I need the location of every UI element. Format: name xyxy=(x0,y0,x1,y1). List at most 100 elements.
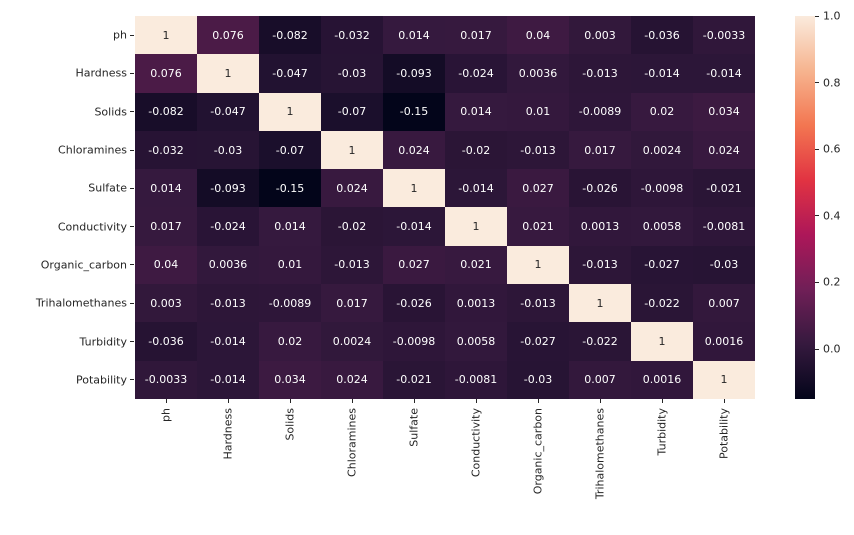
heatmap-cell-Sulfate-ph: 0.014 xyxy=(135,169,197,208)
x-tick-label-Chloramines: Chloramines xyxy=(345,408,359,477)
heatmap-cell-Conductivity-Potability: -0.0081 xyxy=(693,207,755,246)
heatmap-cell-Sulfate-Potability: -0.021 xyxy=(693,169,755,208)
y-tick-mark xyxy=(130,111,134,113)
heatmap-cell-Sulfate-Turbidity: -0.0098 xyxy=(631,169,693,208)
heatmap-cell-Turbidity-Chloramines: 0.0024 xyxy=(321,322,383,361)
heatmap-cell-Hardness-Turbidity: -0.014 xyxy=(631,54,693,93)
heatmap-cell-Potability-Trihalomethanes: 0.007 xyxy=(569,360,631,399)
colorbar-tick-label-0.6: 0.6 xyxy=(823,142,841,156)
heatmap-cell-Conductivity-Chloramines: -0.02 xyxy=(321,207,383,246)
x-tick-mark xyxy=(599,399,601,403)
heatmap-cell-Turbidity-Potability: 0.0016 xyxy=(693,322,755,361)
colorbar-tick-mark xyxy=(815,348,819,350)
heatmap-cell-Sulfate-Trihalomethanes: -0.026 xyxy=(569,169,631,208)
y-tick-mark xyxy=(130,149,134,151)
y-tick-label-Potability: Potability xyxy=(76,373,127,387)
heatmap-cell-Chloramines-Trihalomethanes: 0.017 xyxy=(569,130,631,170)
heatmap-cell-Hardness-Organic_carbon: 0.0036 xyxy=(507,54,569,93)
heatmap-cell-Potability-Hardness: -0.014 xyxy=(197,360,259,399)
x-tick-label-Trihalomethanes: Trihalomethanes xyxy=(593,408,607,500)
heatmap-cell-Conductivity-Conductivity: 1 xyxy=(445,207,507,246)
heatmap-cell-Conductivity-Trihalomethanes: 0.0013 xyxy=(569,207,631,246)
heatmap-cell-Hardness-Conductivity: -0.024 xyxy=(445,54,507,93)
heatmap-cell-Organic_carbon-Potability: -0.03 xyxy=(693,245,755,285)
x-tick-mark xyxy=(351,399,353,403)
x-tick-label-Potability: Potability xyxy=(717,408,731,459)
y-tick-label-Organic_carbon: Organic_carbon xyxy=(40,258,127,272)
x-tick-label-Turbidity: Turbidity xyxy=(655,408,669,456)
heatmap-cell-Trihalomethanes-Chloramines: 0.017 xyxy=(321,284,383,323)
y-tick-mark xyxy=(130,34,134,36)
y-tick-mark xyxy=(130,264,134,266)
heatmap-cell-ph-Chloramines: -0.032 xyxy=(321,16,383,55)
heatmap-cell-Trihalomethanes-Potability: 0.007 xyxy=(693,284,755,323)
heatmap-cell-Potability-ph: -0.0033 xyxy=(135,360,197,399)
colorbar-tick-label-0.2: 0.2 xyxy=(823,275,841,289)
heatmap-cell-Solids-Sulfate: -0.15 xyxy=(383,92,445,131)
heatmap-cell-Potability-Chloramines: 0.024 xyxy=(321,360,383,399)
x-tick-mark xyxy=(165,399,167,403)
colorbar-tick-mark xyxy=(815,148,819,150)
heatmap-cell-Turbidity-Conductivity: 0.0058 xyxy=(445,322,507,361)
heatmap-cell-Hardness-Chloramines: -0.03 xyxy=(321,54,383,93)
heatmap-cell-Potability-Potability: 1 xyxy=(693,360,755,399)
y-tick-mark xyxy=(130,379,134,381)
heatmap-cell-Solids-Trihalomethanes: -0.0089 xyxy=(569,92,631,131)
heatmap-cell-Organic_carbon-Conductivity: 0.021 xyxy=(445,245,507,285)
heatmap-cell-Solids-Solids: 1 xyxy=(259,92,321,131)
heatmap-cell-Turbidity-ph: -0.036 xyxy=(135,322,197,361)
y-tick-label-ph: ph xyxy=(113,28,127,42)
y-tick-mark xyxy=(130,341,134,343)
heatmap-cell-Organic_carbon-Organic_carbon: 1 xyxy=(507,245,569,285)
x-tick-mark xyxy=(475,399,477,403)
heatmap-cell-Solids-Organic_carbon: 0.01 xyxy=(507,92,569,131)
colorbar xyxy=(795,16,815,399)
heatmap-cell-Sulfate-Chloramines: 0.024 xyxy=(321,169,383,208)
heatmap-cell-Potability-Sulfate: -0.021 xyxy=(383,360,445,399)
heatmap-cell-Trihalomethanes-Turbidity: -0.022 xyxy=(631,284,693,323)
heatmap-cell-ph-Sulfate: 0.014 xyxy=(383,16,445,55)
heatmap-cell-ph-Solids: -0.082 xyxy=(259,16,321,55)
heatmap-cell-Potability-Turbidity: 0.0016 xyxy=(631,360,693,399)
colorbar-tick-label-0.0: 0.0 xyxy=(823,342,841,356)
x-tick-label-Solids: Solids xyxy=(283,408,297,441)
heatmap-cell-Organic_carbon-Chloramines: -0.013 xyxy=(321,245,383,285)
y-tick-label-Hardness: Hardness xyxy=(75,66,127,80)
x-tick-mark xyxy=(723,399,725,403)
heatmap-cell-Turbidity-Trihalomethanes: -0.022 xyxy=(569,322,631,361)
heatmap-cell-Organic_carbon-Solids: 0.01 xyxy=(259,245,321,285)
colorbar-tick-label-0.8: 0.8 xyxy=(823,76,841,90)
colorbar-tick-mark xyxy=(815,281,819,283)
heatmap-cell-Hardness-Potability: -0.014 xyxy=(693,54,755,93)
heatmap-cell-Potability-Solids: 0.034 xyxy=(259,360,321,399)
heatmap-cell-Chloramines-Conductivity: -0.02 xyxy=(445,130,507,170)
y-tick-label-Solids: Solids xyxy=(94,105,127,119)
heatmap-cell-Chloramines-Turbidity: 0.0024 xyxy=(631,130,693,170)
heatmap-cell-Chloramines-ph: -0.032 xyxy=(135,130,197,170)
heatmap-cell-ph-Turbidity: -0.036 xyxy=(631,16,693,55)
heatmap-cell-Hardness-ph: 0.076 xyxy=(135,54,197,93)
y-tick-label-Trihalomethanes: Trihalomethanes xyxy=(35,296,127,310)
heatmap-cell-Turbidity-Hardness: -0.014 xyxy=(197,322,259,361)
y-tick-label-Sulfate: Sulfate xyxy=(88,181,127,195)
heatmap-cell-Hardness-Solids: -0.047 xyxy=(259,54,321,93)
heatmap-cell-Trihalomethanes-Sulfate: -0.026 xyxy=(383,284,445,323)
heatmap-cell-ph-ph: 1 xyxy=(135,16,197,55)
heatmap-cell-Solids-Chloramines: -0.07 xyxy=(321,92,383,131)
x-tick-label-Sulfate: Sulfate xyxy=(407,408,421,447)
heatmap-cell-Trihalomethanes-Solids: -0.0089 xyxy=(259,284,321,323)
heatmap-cell-Organic_carbon-Sulfate: 0.027 xyxy=(383,245,445,285)
heatmap-cell-ph-Potability: -0.0033 xyxy=(693,16,755,55)
heatmap-cell-Solids-Hardness: -0.047 xyxy=(197,92,259,131)
heatmap-cell-ph-Hardness: 0.076 xyxy=(197,16,259,55)
heatmap-cell-Solids-Conductivity: 0.014 xyxy=(445,92,507,131)
heatmap-cell-Hardness-Hardness: 1 xyxy=(197,54,259,93)
heatmap-cell-Sulfate-Sulfate: 1 xyxy=(383,169,445,208)
heatmap-cell-Chloramines-Sulfate: 0.024 xyxy=(383,130,445,170)
y-tick-mark xyxy=(130,302,134,304)
heatmap-cell-Turbidity-Organic_carbon: -0.027 xyxy=(507,322,569,361)
y-tick-label-Conductivity: Conductivity xyxy=(57,220,127,234)
x-tick-label-ph: ph xyxy=(159,408,173,422)
x-tick-label-Organic_carbon: Organic_carbon xyxy=(531,408,545,495)
